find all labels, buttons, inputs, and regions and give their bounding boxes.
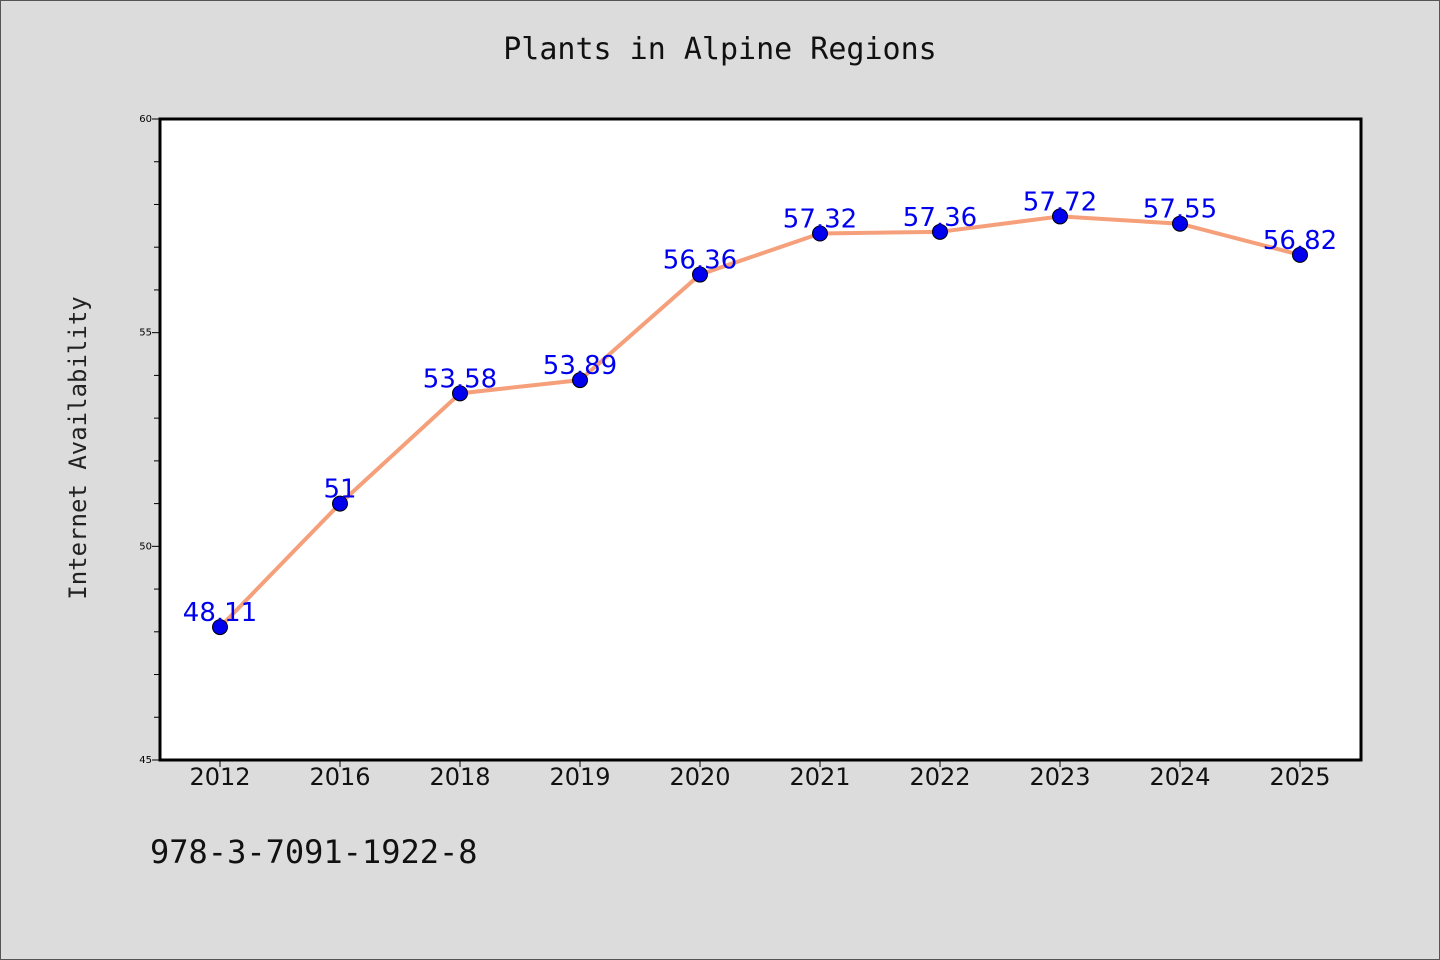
data-label: 56.36 <box>663 246 737 276</box>
data-label: 57.36 <box>903 203 977 233</box>
data-label: 53.58 <box>423 364 497 394</box>
x-tick-label: 2022 <box>909 763 970 791</box>
data-point <box>1052 208 1068 225</box>
data-point <box>932 223 948 240</box>
chart-title: Plants in Alpine Regions <box>503 32 937 67</box>
series-line <box>218 214 1301 629</box>
footer-code: 978-3-7091-1922-8 <box>150 833 478 871</box>
data-label: 57.72 <box>1023 187 1097 217</box>
x-tick-label: 2021 <box>789 763 850 791</box>
x-tick-label: 2018 <box>429 763 490 791</box>
data-point <box>812 225 828 242</box>
plot-area <box>158 117 1363 762</box>
data-point <box>452 385 468 402</box>
x-tick-label: 2016 <box>309 763 370 791</box>
y-tick-label: 50 <box>139 541 152 552</box>
x-tick-label: 2025 <box>1269 763 1330 791</box>
y-tick-label: 45 <box>139 755 152 766</box>
data-point <box>692 266 708 283</box>
data-point <box>572 372 588 389</box>
y-tick-label: 60 <box>139 114 152 125</box>
data-point <box>1172 215 1188 232</box>
data-point <box>1292 246 1308 263</box>
data-point <box>212 619 228 636</box>
y-tick-label: 55 <box>139 328 152 339</box>
data-label: 48.11 <box>183 598 257 628</box>
x-tick-label: 2024 <box>1149 763 1210 791</box>
data-label: 56.82 <box>1263 226 1337 256</box>
data-label: 57.55 <box>1143 195 1217 225</box>
data-point <box>332 495 348 512</box>
data-label: 51 <box>323 475 356 505</box>
x-tick-label: 2019 <box>549 763 610 791</box>
x-tick-label: 2023 <box>1029 763 1090 791</box>
data-label: 53.89 <box>543 351 617 381</box>
x-tick-label: 2012 <box>189 763 250 791</box>
data-label: 57.32 <box>783 205 857 235</box>
x-tick-label: 2020 <box>669 763 730 791</box>
